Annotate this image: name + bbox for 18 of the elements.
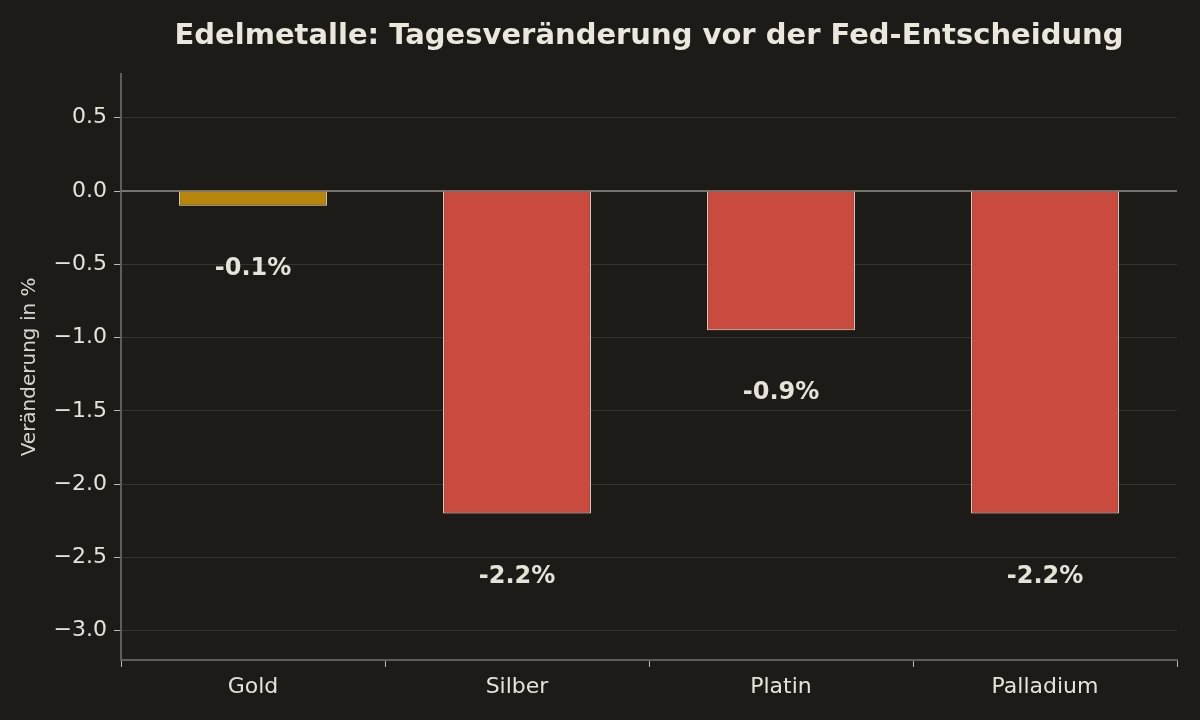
x-tick-label: Gold — [227, 672, 279, 698]
y-tick-label: −2.0 — [53, 469, 107, 495]
y-tick-label: 0.5 — [72, 103, 107, 129]
y-tick-label: 0.0 — [72, 176, 107, 202]
y-tick-label: −2.5 — [53, 543, 107, 569]
y-axis-title: Veränderung in % — [16, 277, 41, 457]
x-tick-label: Palladium — [991, 672, 1099, 698]
y-tick-label: −1.5 — [53, 396, 107, 422]
chart-title: Edelmetalle: Tagesveränderung vor der Fed-Entscheidung — [174, 16, 1124, 51]
data-label: -2.2% — [478, 560, 556, 589]
y-tick-label: −1.0 — [53, 323, 107, 349]
x-tick-label: Silber — [485, 672, 550, 698]
data-label: -2.2% — [1006, 560, 1084, 589]
y-tick-label: −3.0 — [53, 616, 107, 642]
x-tick-label: Platin — [750, 672, 812, 698]
data-label: -0.9% — [742, 377, 820, 406]
data-label: -0.1% — [214, 252, 292, 281]
y-tick-label: −0.5 — [53, 250, 107, 276]
